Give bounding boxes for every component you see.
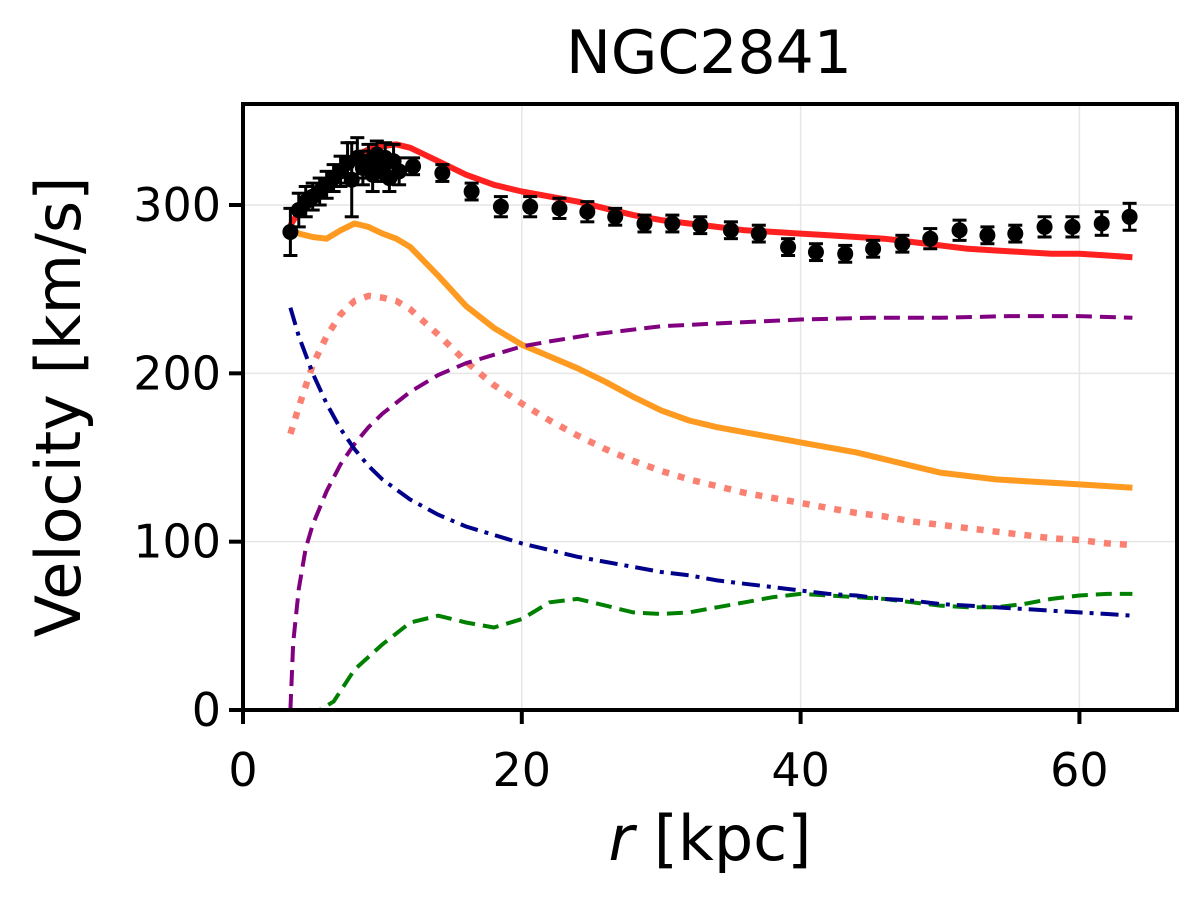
x-tick-label: 20: [493, 743, 552, 797]
observed-point: [343, 171, 360, 188]
observed-points-layer: [282, 136, 1138, 264]
series-line-stellar-disk: [288, 220, 1133, 491]
observed-point: [780, 239, 797, 256]
observed-point: [951, 222, 968, 239]
series-layer: [287, 141, 1133, 712]
observed-point: [807, 244, 824, 261]
y-tick-label: 300: [133, 178, 221, 232]
observed-point: [636, 215, 653, 232]
y-tick-label: 200: [133, 346, 221, 400]
series-line-gas: [305, 591, 1133, 712]
observed-point: [979, 227, 996, 244]
observed-point: [722, 222, 739, 239]
observed-point: [1036, 218, 1053, 235]
observed-point: [391, 163, 408, 180]
x-axis-label: r [kpc]: [609, 802, 812, 875]
observed-point: [837, 245, 854, 262]
observed-point: [894, 235, 911, 252]
y-tick-label: 100: [133, 515, 221, 569]
observed-point: [607, 208, 624, 225]
x-tick-label: 40: [771, 743, 830, 797]
x-axis-variable: r: [609, 802, 638, 875]
observed-point: [922, 230, 939, 247]
grid-lines: [242, 104, 1177, 711]
x-axis-unit: [kpc]: [654, 802, 812, 875]
observed-point: [579, 203, 596, 220]
observed-point: [865, 240, 882, 257]
series-line-baryonic-component: [288, 307, 1133, 618]
observed-point: [492, 198, 509, 215]
observed-point: [463, 183, 480, 200]
observed-point: [1121, 208, 1138, 225]
chart-title: NGC2841: [566, 18, 852, 88]
observed-point: [1093, 215, 1110, 232]
observed-point: [664, 215, 681, 232]
observed-point: [405, 158, 422, 175]
observed-point: [1007, 225, 1024, 242]
series-line-bulge: [287, 292, 1133, 549]
observed-point: [434, 165, 451, 182]
series-line-dark-matter-halo: [288, 314, 1133, 711]
x-tick-label: 0: [228, 743, 257, 797]
y-tick-label: 0: [192, 683, 221, 737]
x-tick-label: 60: [1050, 743, 1109, 797]
observed-point: [551, 200, 568, 217]
x-axis-ticks: 0 20 40 60: [228, 710, 1109, 797]
observed-point: [1064, 218, 1081, 235]
observed-point: [750, 225, 767, 242]
y-axis-label: Velocity [km/s]: [22, 177, 95, 638]
observed-point: [692, 217, 709, 234]
plot-frame: [241, 102, 1179, 712]
observed-point: [522, 198, 539, 215]
y-axis-ticks: 0 100 200 300: [133, 178, 243, 737]
